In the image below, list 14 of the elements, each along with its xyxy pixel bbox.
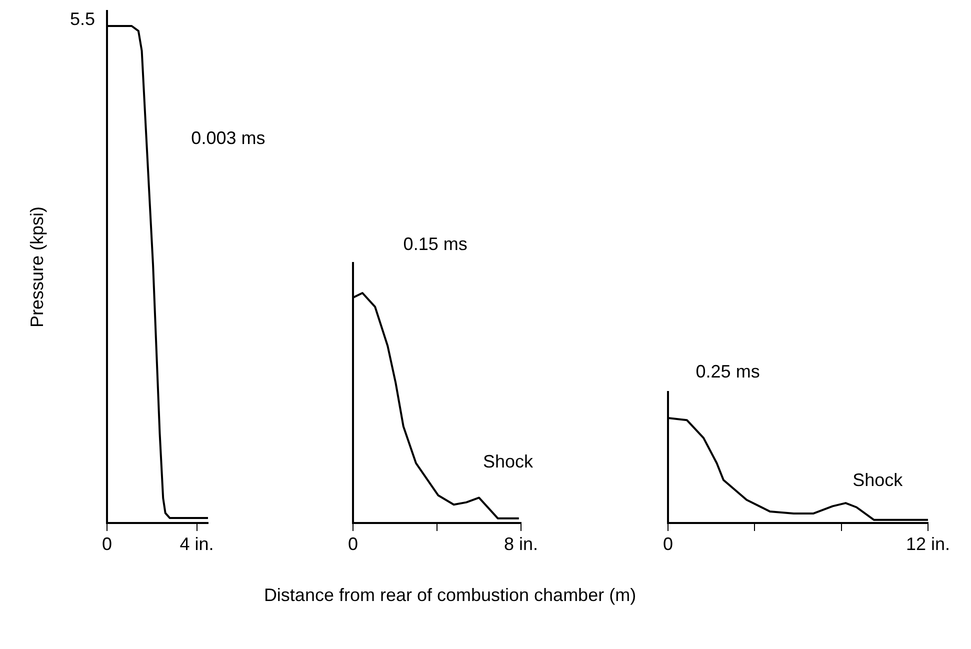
text: 0.003 ms (191, 128, 266, 148)
annotation: Shock (482, 452, 534, 472)
chart-title: 0.15 ms (403, 234, 468, 254)
x-tick-label: 0 (348, 534, 358, 554)
x-tick-label: 12 in. (906, 534, 950, 554)
x-tick-label: 8 in. (504, 534, 538, 554)
y-axis-title: Pressure (kpsi) (26, 206, 47, 328)
text: 5.5 (70, 8, 95, 29)
annotation: Shock (852, 470, 904, 490)
x-tick-label: 0 (102, 534, 112, 554)
chart-title: 0.25 ms (696, 362, 760, 382)
x-tick-label: 4 in. (180, 534, 214, 554)
x-tick-label: 0 (662, 534, 674, 554)
x-axis-title: Distance from rear of combustion chamber (m) (262, 585, 638, 606)
